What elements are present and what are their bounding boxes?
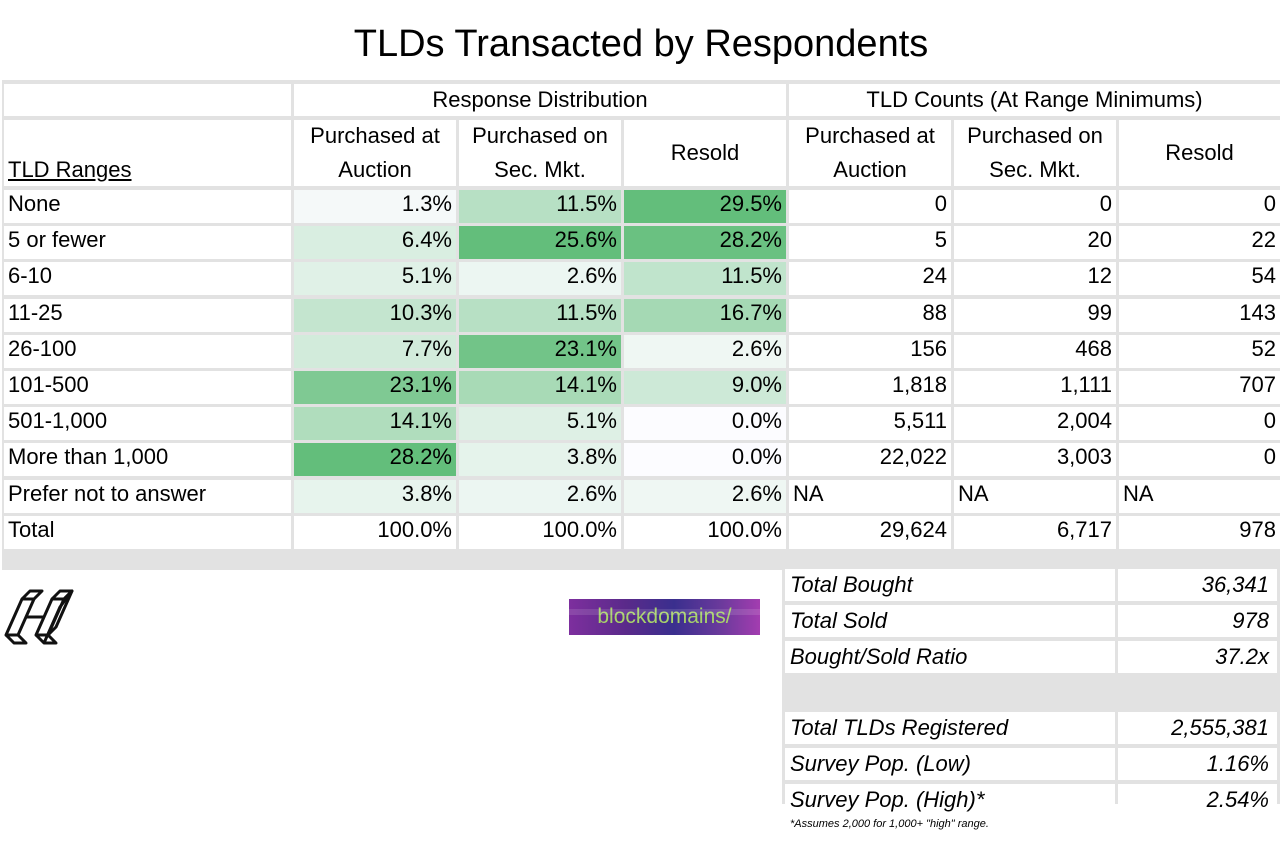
count-cell: 0 bbox=[1119, 443, 1280, 477]
distribution-cell: 0.0% bbox=[624, 443, 786, 477]
count-cell: 0 bbox=[1119, 190, 1280, 223]
distribution-cell: 5.1% bbox=[294, 262, 456, 296]
count-cell: 22,022 bbox=[789, 443, 951, 477]
count-cell: 156 bbox=[789, 334, 951, 368]
distribution-cell: 3.8% bbox=[294, 479, 456, 513]
count-cell: 6,717 bbox=[954, 515, 1116, 549]
column-header: Purchased at Auction bbox=[789, 120, 951, 186]
summary-value: 1.16% bbox=[1118, 748, 1277, 780]
header-tld-ranges: TLD Ranges bbox=[4, 120, 291, 186]
header-tld-counts: TLD Counts (At Range Minimums) bbox=[789, 84, 1280, 116]
count-cell: 1,818 bbox=[789, 371, 951, 404]
count-cell: 88 bbox=[789, 298, 951, 332]
count-cell: 24 bbox=[789, 262, 951, 296]
row-label: 101-500 bbox=[4, 371, 291, 404]
distribution-cell: 100.0% bbox=[459, 515, 621, 549]
summary-label: Total Sold bbox=[785, 604, 1115, 637]
distribution-cell: 23.1% bbox=[294, 371, 456, 404]
count-cell: 12 bbox=[954, 262, 1116, 296]
summary-label: Bought/Sold Ratio bbox=[785, 640, 1115, 673]
column-header: Purchased on Sec. Mkt. bbox=[954, 120, 1116, 186]
tld-table: Response Distribution TLD Counts (At Rang… bbox=[2, 80, 1280, 570]
distribution-cell: 14.1% bbox=[459, 371, 621, 404]
summary-label: Total Bought bbox=[785, 569, 1115, 601]
distribution-cell: 14.1% bbox=[294, 407, 456, 441]
summary-label: Survey Pop. (High)* bbox=[785, 783, 1115, 816]
count-cell: 1,111 bbox=[954, 371, 1116, 404]
header-response-distribution: Response Distribution bbox=[294, 84, 786, 116]
summary-value: 36,341 bbox=[1118, 569, 1277, 601]
distribution-cell: 2.6% bbox=[459, 479, 621, 513]
count-cell: NA bbox=[1119, 479, 1280, 513]
footnote: *Assumes 2,000 for 1,000+ "high" range. bbox=[790, 818, 989, 830]
count-cell: NA bbox=[954, 479, 1116, 513]
distribution-cell: 28.2% bbox=[624, 226, 786, 260]
summary-label: Survey Pop. (Low) bbox=[785, 748, 1115, 780]
distribution-cell: 11.5% bbox=[459, 190, 621, 223]
row-label: Total bbox=[4, 515, 291, 549]
h-cube-logo-icon bbox=[4, 589, 74, 645]
distribution-cell: 100.0% bbox=[624, 515, 786, 549]
distribution-cell: 2.6% bbox=[624, 334, 786, 368]
header-blank-cell bbox=[4, 84, 291, 116]
row-label: 6-10 bbox=[4, 262, 291, 296]
column-header: Purchased on Sec. Mkt. bbox=[459, 120, 621, 186]
column-header: Resold bbox=[1119, 120, 1280, 186]
distribution-cell: 0.0% bbox=[624, 407, 786, 441]
count-cell: 2,004 bbox=[954, 407, 1116, 441]
column-header: Purchased at Auction bbox=[294, 120, 456, 186]
summary-value: 978 bbox=[1118, 604, 1277, 637]
count-cell: 20 bbox=[954, 226, 1116, 260]
distribution-cell: 6.4% bbox=[294, 226, 456, 260]
distribution-cell: 16.7% bbox=[624, 298, 786, 332]
distribution-cell: 11.5% bbox=[624, 262, 786, 296]
distribution-cell: 7.7% bbox=[294, 334, 456, 368]
summary-table: Total Bought 36,341 Total Sold 978 Bought/So… bbox=[782, 566, 1280, 816]
distribution-cell: 1.3% bbox=[294, 190, 456, 223]
summary-value: 37.2x bbox=[1118, 640, 1277, 673]
count-cell: NA bbox=[789, 479, 951, 513]
count-cell: 468 bbox=[954, 334, 1116, 368]
count-cell: 5,511 bbox=[789, 407, 951, 441]
row-label: None bbox=[4, 190, 291, 223]
distribution-cell: 5.1% bbox=[459, 407, 621, 441]
count-cell: 52 bbox=[1119, 334, 1280, 368]
column-header: Resold bbox=[624, 120, 786, 186]
row-label: 11-25 bbox=[4, 298, 291, 332]
count-cell: 99 bbox=[954, 298, 1116, 332]
count-cell: 54 bbox=[1119, 262, 1280, 296]
row-label: Prefer not to answer bbox=[4, 479, 291, 513]
count-cell: 29,624 bbox=[789, 515, 951, 549]
summary-value: 2.54% bbox=[1118, 783, 1277, 816]
tld-ranges-label: TLD Ranges bbox=[8, 157, 132, 182]
distribution-cell: 29.5% bbox=[624, 190, 786, 223]
row-label: 501-1,000 bbox=[4, 407, 291, 441]
row-label: 5 or fewer bbox=[4, 226, 291, 260]
distribution-cell: 3.8% bbox=[459, 443, 621, 477]
count-cell: 707 bbox=[1119, 371, 1280, 404]
blockdomains-logo: blockdomains/ bbox=[569, 599, 760, 635]
distribution-cell: 2.6% bbox=[459, 262, 621, 296]
distribution-cell: 2.6% bbox=[624, 479, 786, 513]
distribution-cell: 11.5% bbox=[459, 298, 621, 332]
distribution-cell: 100.0% bbox=[294, 515, 456, 549]
summary-label: Total TLDs Registered bbox=[785, 712, 1115, 745]
count-cell: 0 bbox=[1119, 407, 1280, 441]
count-cell: 143 bbox=[1119, 298, 1280, 332]
distribution-cell: 10.3% bbox=[294, 298, 456, 332]
row-label: More than 1,000 bbox=[4, 443, 291, 477]
count-cell: 5 bbox=[789, 226, 951, 260]
row-label: 26-100 bbox=[4, 334, 291, 368]
count-cell: 3,003 bbox=[954, 443, 1116, 477]
distribution-cell: 9.0% bbox=[624, 371, 786, 404]
count-cell: 22 bbox=[1119, 226, 1280, 260]
page-title: TLDs Transacted by Respondents bbox=[353, 23, 929, 65]
count-cell: 978 bbox=[1119, 515, 1280, 549]
distribution-cell: 28.2% bbox=[294, 443, 456, 477]
summary-value: 2,555,381 bbox=[1118, 712, 1277, 745]
count-cell: 0 bbox=[954, 190, 1116, 223]
distribution-cell: 25.6% bbox=[459, 226, 621, 260]
distribution-cell: 23.1% bbox=[459, 334, 621, 368]
count-cell: 0 bbox=[789, 190, 951, 223]
